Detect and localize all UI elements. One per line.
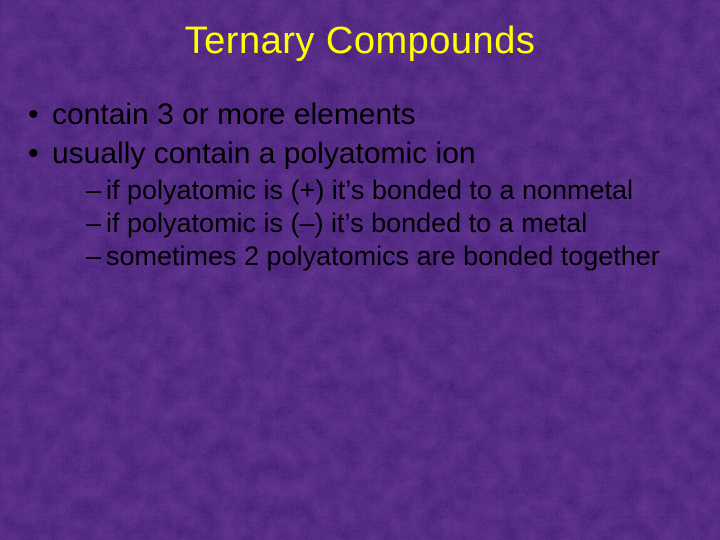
sub-bullet-list: if polyatomic is (+) it’s bonded to a no… <box>52 174 698 273</box>
bullet-item: contain 3 or more elements <box>28 97 698 134</box>
sub-bullet-text: if polyatomic is (+) it’s bonded to a no… <box>106 175 633 205</box>
bullet-list: contain 3 or more elements usually conta… <box>22 97 698 273</box>
sub-bullet-text: if polyatomic is (–) it’s bonded to a me… <box>106 208 587 238</box>
sub-bullet-item: if polyatomic is (+) it’s bonded to a no… <box>86 174 698 207</box>
slide-title: Ternary Compounds <box>22 20 698 63</box>
bullet-text: usually contain a polyatomic ion <box>52 137 476 170</box>
bullet-item: usually contain a polyatomic ion if poly… <box>28 136 698 273</box>
sub-bullet-item: if polyatomic is (–) it’s bonded to a me… <box>86 207 698 240</box>
sub-bullet-text: sometimes 2 polyatomics are bonded toget… <box>106 241 660 271</box>
bullet-text: contain 3 or more elements <box>52 98 416 131</box>
slide: Ternary Compounds contain 3 or more elem… <box>0 0 720 540</box>
sub-bullet-item: sometimes 2 polyatomics are bonded toget… <box>86 240 698 273</box>
